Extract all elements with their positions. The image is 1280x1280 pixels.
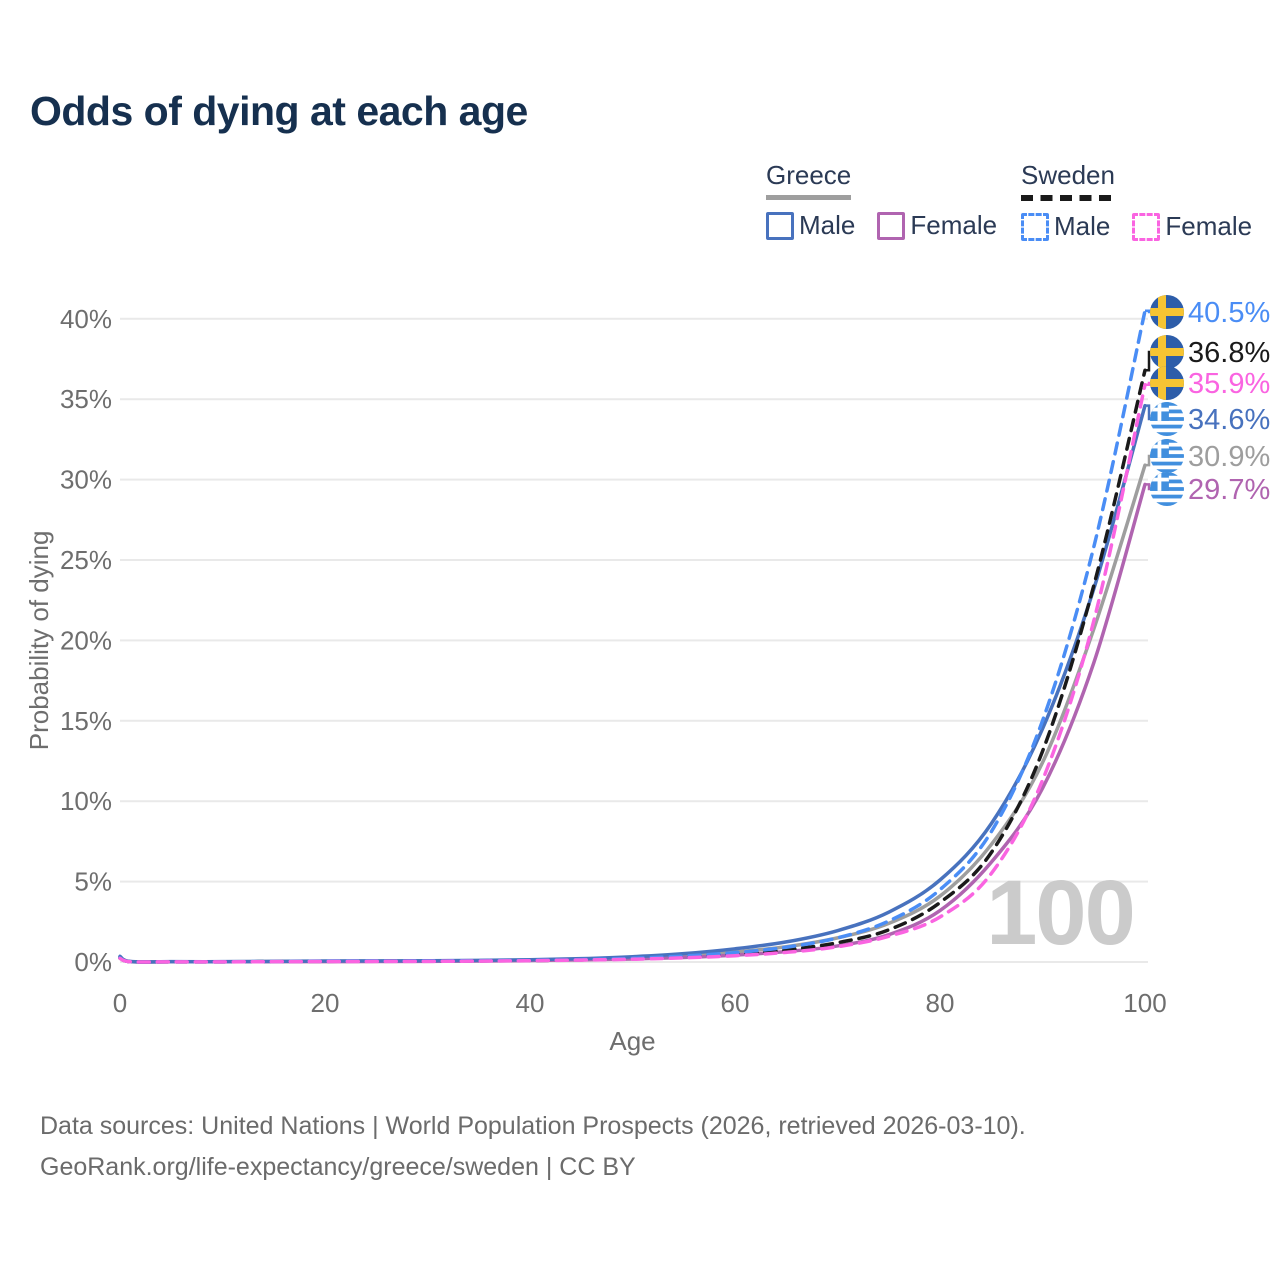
x-tick-0: 0 bbox=[113, 988, 127, 1018]
greece-solid-line-swatch bbox=[766, 195, 851, 200]
legend-item-greece-male[interactable]: Male bbox=[766, 210, 855, 241]
y-tick-10%: 10% bbox=[60, 786, 112, 816]
legend-items-sweden: Male Female bbox=[1021, 211, 1252, 242]
sweden-flag-icon-sweden-male bbox=[1150, 295, 1184, 329]
legend-items-greece: Male Female bbox=[766, 210, 997, 241]
greece-female-swatch-icon bbox=[877, 211, 906, 240]
legend-label-sweden-female: Female bbox=[1165, 211, 1253, 241]
y-tick-40%: 40% bbox=[60, 304, 112, 334]
end-value-label-greece-male: 34.6% bbox=[1188, 404, 1270, 436]
legend-country-greece: Greece bbox=[766, 160, 997, 200]
end-value-label-sweden-female: 35.9% bbox=[1188, 368, 1270, 400]
data-sources-text: Data sources: United Nations | World Pop… bbox=[40, 1112, 1026, 1140]
gridlines: 0% 5% 10% 15% 20% 25% 30% 35% 40% bbox=[60, 304, 1148, 977]
y-tick-5%: 5% bbox=[74, 867, 112, 897]
x-tick-100: 100 bbox=[1123, 988, 1166, 1018]
age-counter-watermark: 100 bbox=[986, 862, 1134, 964]
source-link[interactable]: GeoRank.org/life-expectancy/greece/swede… bbox=[40, 1153, 539, 1181]
x-axis-title: Age bbox=[609, 1026, 655, 1056]
x-tick-80: 80 bbox=[926, 988, 955, 1018]
legend-label-sweden-male: Male bbox=[1054, 211, 1111, 241]
greece-flag-icon-greece bbox=[1150, 439, 1184, 473]
y-tick-30%: 30% bbox=[60, 465, 112, 495]
legend-group-greece: Greece Male Female bbox=[766, 160, 997, 241]
page-title: Odds of dying at each age bbox=[30, 88, 528, 134]
end-value-label-sweden-male: 40.5% bbox=[1188, 297, 1270, 329]
y-tick-25%: 25% bbox=[60, 545, 112, 575]
greece-flag-icon-greece-male bbox=[1150, 402, 1184, 436]
legend-country-sweden: Sweden bbox=[1021, 160, 1252, 201]
legend-group-sweden: Sweden Male Female bbox=[1021, 160, 1252, 242]
legend-label-greece-female: Female bbox=[910, 210, 998, 240]
x-tick-20: 20 bbox=[311, 988, 340, 1018]
legend-item-sweden-female[interactable]: Female bbox=[1132, 211, 1252, 242]
legend-country-greece-label: Greece bbox=[766, 160, 852, 190]
legend-item-greece-female[interactable]: Female bbox=[877, 210, 997, 241]
legend: Greece Male Female Sweden Male bbox=[0, 160, 1280, 250]
x-tick-60: 60 bbox=[721, 988, 750, 1018]
greece-flag-icon-greece-female bbox=[1150, 472, 1184, 506]
license-text: | CC BY bbox=[538, 1153, 636, 1181]
legend-item-sweden-male[interactable]: Male bbox=[1021, 211, 1110, 242]
end-value-label-sweden: 36.8% bbox=[1188, 337, 1270, 369]
y-tick-15%: 15% bbox=[60, 706, 112, 736]
legend-label-greece-male: Male bbox=[799, 210, 856, 240]
y-tick-35%: 35% bbox=[60, 384, 112, 414]
sweden-female-swatch-icon bbox=[1132, 212, 1161, 241]
end-value-label-greece-female: 29.7% bbox=[1188, 474, 1270, 506]
x-tick-40: 40 bbox=[516, 988, 545, 1018]
y-tick-20%: 20% bbox=[60, 625, 112, 655]
sweden-flag-icon-sweden-female bbox=[1150, 366, 1184, 400]
series-line-sweden-female[interactable] bbox=[118, 382, 1147, 964]
sweden-male-swatch-icon bbox=[1021, 212, 1049, 241]
chart-footer: Data sources: United Nations | World Pop… bbox=[40, 1106, 1026, 1188]
sweden-dashed-line-swatch bbox=[1021, 195, 1111, 201]
y-tick-0%: 0% bbox=[74, 947, 112, 977]
sweden-flag-icon-sweden bbox=[1150, 335, 1184, 369]
y-axis-title: Probability of dying bbox=[24, 531, 54, 751]
legend-country-sweden-label: Sweden bbox=[1021, 160, 1115, 190]
end-value-label-greece: 30.9% bbox=[1188, 441, 1270, 473]
greece-male-swatch-icon bbox=[766, 211, 794, 240]
series-line-sweden[interactable] bbox=[118, 368, 1147, 964]
source-line: GeoRank.org/life-expectancy/greece/swede… bbox=[40, 1147, 1026, 1188]
